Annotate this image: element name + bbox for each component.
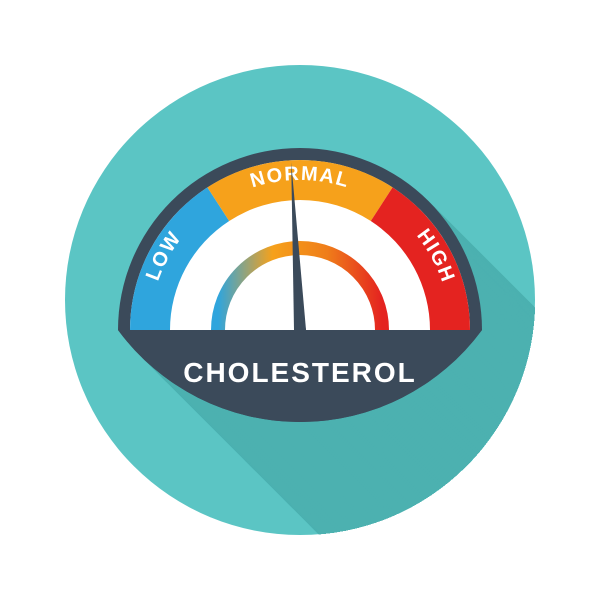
gauge-title: CHOLESTEROL [183, 357, 417, 388]
gauge-infographic: LOWNORMALHIGHCHOLESTEROL [0, 0, 600, 600]
